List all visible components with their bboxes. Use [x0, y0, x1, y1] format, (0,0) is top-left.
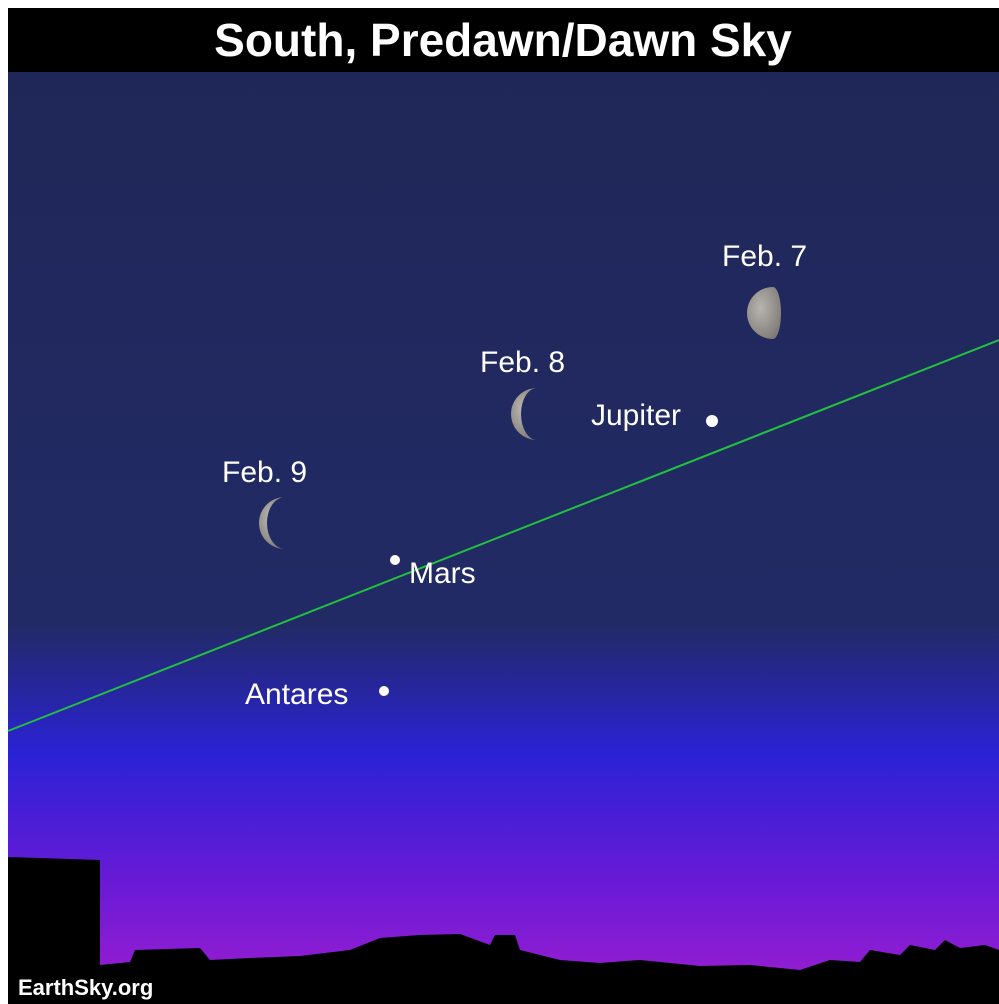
moon-label: Feb. 8 [480, 346, 565, 379]
moon-label: Feb. 9 [222, 456, 307, 489]
title: South, Predawn/Dawn Sky [214, 14, 792, 66]
credit: EarthSky.org [18, 975, 153, 1000]
planet-dot [390, 555, 400, 565]
star-label: Antares [245, 678, 348, 711]
planet-dot [706, 415, 718, 427]
sky [8, 8, 999, 1004]
star-dot [379, 686, 389, 696]
sky-chart: South, Predawn/Dawn Sky Feb. 7 Feb. 8 Fe… [0, 0, 999, 1004]
planet-label: Jupiter [591, 399, 681, 432]
planet-label: Mars [409, 557, 476, 590]
moon-label: Feb. 7 [722, 240, 807, 273]
